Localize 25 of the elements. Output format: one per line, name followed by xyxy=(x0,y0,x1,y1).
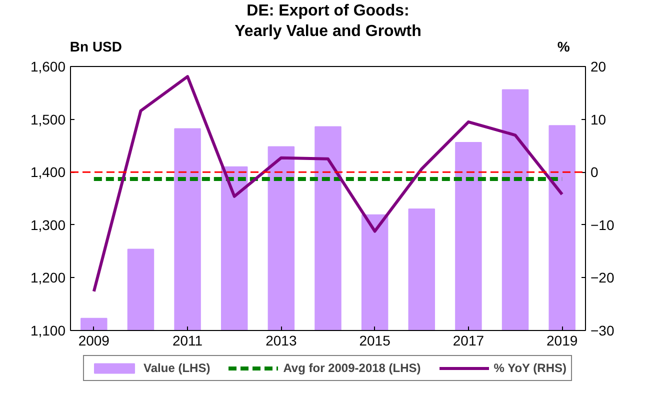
y-tick-label: 1,500 xyxy=(30,111,66,128)
x-tick-label: 2017 xyxy=(452,332,484,348)
y2-tick-label: 0 xyxy=(590,164,598,180)
y-tick-label: 1,300 xyxy=(30,216,66,233)
y2-axis-title: % xyxy=(557,38,570,54)
x-tick-label: 2009 xyxy=(78,332,110,348)
y2-tick-label: 20 xyxy=(590,58,606,74)
y-tick-label: 1,100 xyxy=(30,322,66,338)
line-series xyxy=(92,75,564,293)
legend-label: Value (LHS) xyxy=(144,361,210,375)
x-tick-label: 2013 xyxy=(266,332,297,348)
y2-tick-label: −30 xyxy=(590,322,614,338)
x-tick-label: 2015 xyxy=(359,332,391,348)
y-axis-title: Bn USD xyxy=(70,38,122,54)
legend-label: % YoY (RHS) xyxy=(494,361,566,375)
x-tick-label: 2019 xyxy=(546,332,578,348)
y-tick-label: 1,600 xyxy=(30,58,66,74)
y2-tick-label: 10 xyxy=(590,111,606,128)
y-tick-label: 1,400 xyxy=(30,164,66,180)
x-tick-label: 2011 xyxy=(172,332,203,348)
y2-tick-label: −10 xyxy=(590,216,614,233)
chart-title: DE: Export of Goods: Yearly Value and Growth xyxy=(234,2,422,40)
y-tick-label: 1,200 xyxy=(30,270,66,286)
legend-label: Avg for 2009-2018 (LHS) xyxy=(283,361,421,375)
y2-tick-label: −20 xyxy=(590,270,614,286)
